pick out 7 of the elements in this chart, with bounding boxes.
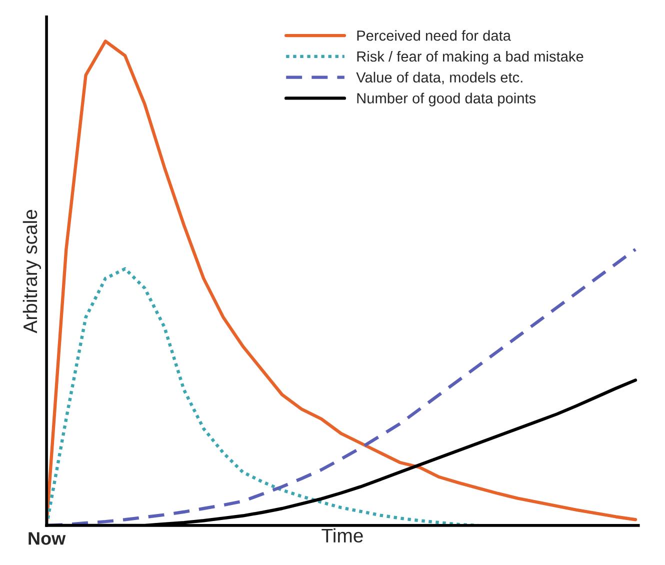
legend-label: Perceived need for data bbox=[357, 30, 511, 41]
x-axis-title: Time bbox=[322, 528, 363, 543]
legend-label: Risk / fear of making a bad mistake bbox=[357, 50, 584, 65]
legend-label: Number of good data points bbox=[357, 92, 536, 106]
legend-label: Value of data, models etc. bbox=[356, 72, 522, 84]
text: Now bbox=[28, 532, 66, 545]
y-axis-title: Arbitrary scale bbox=[22, 210, 41, 334]
